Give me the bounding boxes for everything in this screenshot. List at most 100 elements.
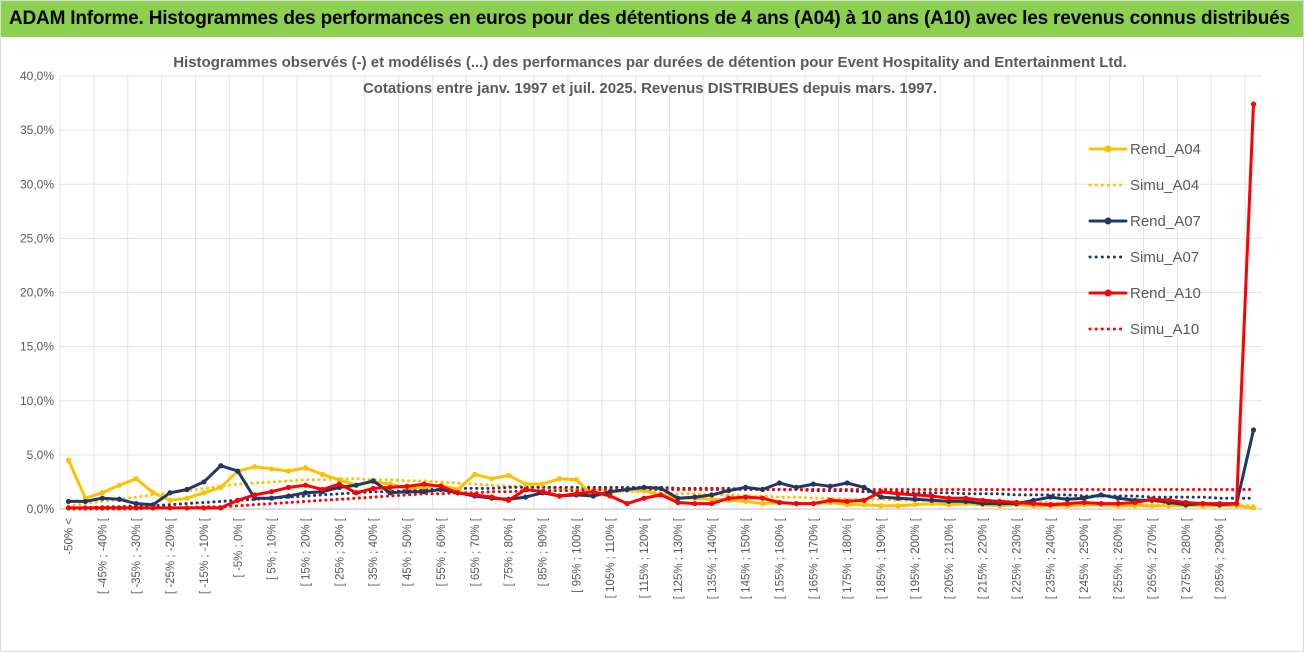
data-point-rend-a10: [150, 505, 156, 511]
x-tick-label: [ 175% ; 180% [: [842, 517, 854, 599]
x-tick-label: [ 275% ; 280% [: [1181, 517, 1193, 599]
data-point-rend-a07: [861, 484, 867, 490]
data-point-rend-a10: [82, 505, 88, 511]
data-point-rend-a04: [709, 496, 715, 502]
data-point-rend-a04: [912, 502, 918, 508]
data-point-rend-a10: [556, 493, 563, 499]
legend-label-simu-a10: Simu_A10: [1130, 321, 1199, 338]
data-point-rend-a07: [776, 480, 783, 486]
data-point-rend-a10: [1234, 500, 1240, 507]
x-tick-label: [ 5% ; 10% [: [267, 517, 279, 580]
x-tick-label: [ 45% ; 50% [: [402, 517, 414, 586]
data-point-rend-a10: [252, 492, 258, 498]
x-tick-label: [ 225% ; 230% [: [1012, 517, 1024, 599]
legend-label-rend-a07: Rend_A07: [1130, 213, 1201, 230]
data-point-rend-a10: [1200, 500, 1206, 507]
data-point-rend-a07: [827, 483, 833, 489]
data-point-rend-a10: [963, 495, 969, 501]
data-point-rend-a04: [522, 481, 529, 487]
data-point-rend-a07: [82, 498, 88, 505]
report-title: ADAM Informe. Histogrammes des performan…: [9, 8, 1290, 29]
legend-label-simu-a04: Simu_A04: [1130, 177, 1199, 194]
data-point-rend-a07: [726, 487, 732, 494]
data-point-rend-a07: [421, 489, 427, 495]
data-point-rend-a07: [810, 481, 816, 487]
data-point-rend-a07: [759, 486, 766, 493]
data-point-rend-a10: [506, 497, 512, 503]
data-point-rend-a10: [116, 505, 122, 511]
y-tick-label: 35,0%: [20, 123, 54, 137]
data-point-rend-a04: [539, 481, 546, 487]
data-point-rend-a07: [65, 498, 72, 505]
data-point-rend-a07: [844, 480, 850, 486]
x-axis-ticks: -50% < [ -45% ; -40% [[ -35% ; -30% [[ -2…: [63, 517, 1226, 599]
data-point-rend-a04: [252, 464, 258, 470]
legend-marker-rend-a10: [1104, 289, 1112, 297]
y-axis-ticks: 0,0% 5,0% 10,0% 15,0% 20,0% 25,0% 30,0% 35,0% 40…: [20, 69, 54, 516]
data-point-rend-a10: [743, 494, 749, 500]
report-banner: ADAM Informe. Histogrammes des performan…: [1, 1, 1303, 37]
x-tick-label: [ 205% ; 210% [: [944, 517, 956, 599]
data-point-rend-a04: [759, 500, 766, 507]
data-point-rend-a07: [624, 486, 630, 493]
data-point-rend-a10: [65, 505, 72, 511]
data-point-rend-a07: [912, 496, 918, 502]
data-point-rend-a07: [692, 494, 698, 500]
legend-marker-rend-a07: [1104, 217, 1112, 225]
data-point-rend-a07: [522, 494, 529, 500]
data-point-rend-a10: [404, 483, 410, 489]
data-point-rend-a10: [1132, 499, 1138, 506]
x-tick-label: [ 35% ; 40% [: [368, 517, 380, 586]
x-tick-label: [ 235% ; 240% [: [1045, 517, 1057, 599]
data-point-rend-a04: [556, 476, 563, 482]
data-point-rend-a10: [1030, 500, 1037, 507]
x-tick-label: [ 75% ; 80% [: [504, 517, 516, 586]
data-point-rend-a07: [167, 490, 173, 496]
data-point-rend-a10: [201, 505, 207, 511]
x-tick-label: [ 105% ; 110% [: [605, 517, 617, 598]
data-point-rend-a10: [996, 498, 1003, 505]
data-point-rend-a10: [980, 497, 986, 503]
y-tick-label: 5,0%: [27, 448, 55, 462]
y-tick-label: 30,0%: [20, 177, 54, 191]
data-point-rend-a07: [218, 463, 224, 469]
data-point-rend-a10: [1149, 496, 1155, 502]
data-point-rend-a10: [776, 499, 783, 506]
x-tick-label: [ -5% ; 0% [: [233, 517, 245, 577]
data-point-rend-a10: [539, 489, 546, 495]
data-point-rend-a04: [302, 465, 309, 471]
data-point-rend-a07: [675, 495, 681, 501]
data-point-rend-a04: [285, 468, 292, 474]
data-point-rend-a07: [590, 493, 596, 499]
data-point-rend-a04: [319, 471, 326, 477]
data-point-rend-a10: [844, 498, 850, 505]
y-tick-label: 0,0%: [27, 502, 55, 516]
data-point-rend-a07: [235, 468, 241, 474]
data-point-rend-a10: [1166, 497, 1172, 503]
chart-title: Histogrammes observés (-) et modélisés (…: [173, 54, 1127, 71]
data-point-rend-a04: [1250, 505, 1257, 511]
data-point-rend-a10: [1081, 499, 1087, 506]
data-point-rend-a10: [675, 499, 681, 506]
x-tick-label: [ -15% ; -10% [: [199, 517, 211, 594]
data-point-rend-a04: [1149, 503, 1155, 509]
data-point-rend-a10: [1098, 500, 1104, 507]
data-point-rend-a07: [878, 494, 884, 500]
x-tick-label: -50% <: [63, 518, 75, 555]
data-point-rend-a10: [692, 500, 698, 507]
data-point-rend-a10: [269, 489, 275, 495]
data-point-rend-a10: [336, 481, 342, 487]
data-point-rend-a10: [929, 493, 935, 499]
data-point-rend-a04: [184, 495, 190, 501]
y-tick-label: 10,0%: [20, 394, 54, 408]
data-point-rend-a07: [133, 500, 139, 507]
data-point-rend-a04: [573, 477, 579, 483]
x-tick-label: [ 165% ; 170% [: [808, 517, 820, 599]
x-tick-label: [ 245% ; 250% [: [1079, 517, 1091, 599]
x-tick-label: [ 85% ; 90% [: [537, 517, 549, 586]
x-tick-label: [ 25% ; 30% [: [334, 517, 346, 586]
data-point-rend-a07: [1047, 494, 1053, 500]
data-point-rend-a07: [269, 495, 275, 501]
data-point-rend-a04: [895, 503, 901, 509]
data-point-rend-a04: [489, 476, 495, 482]
